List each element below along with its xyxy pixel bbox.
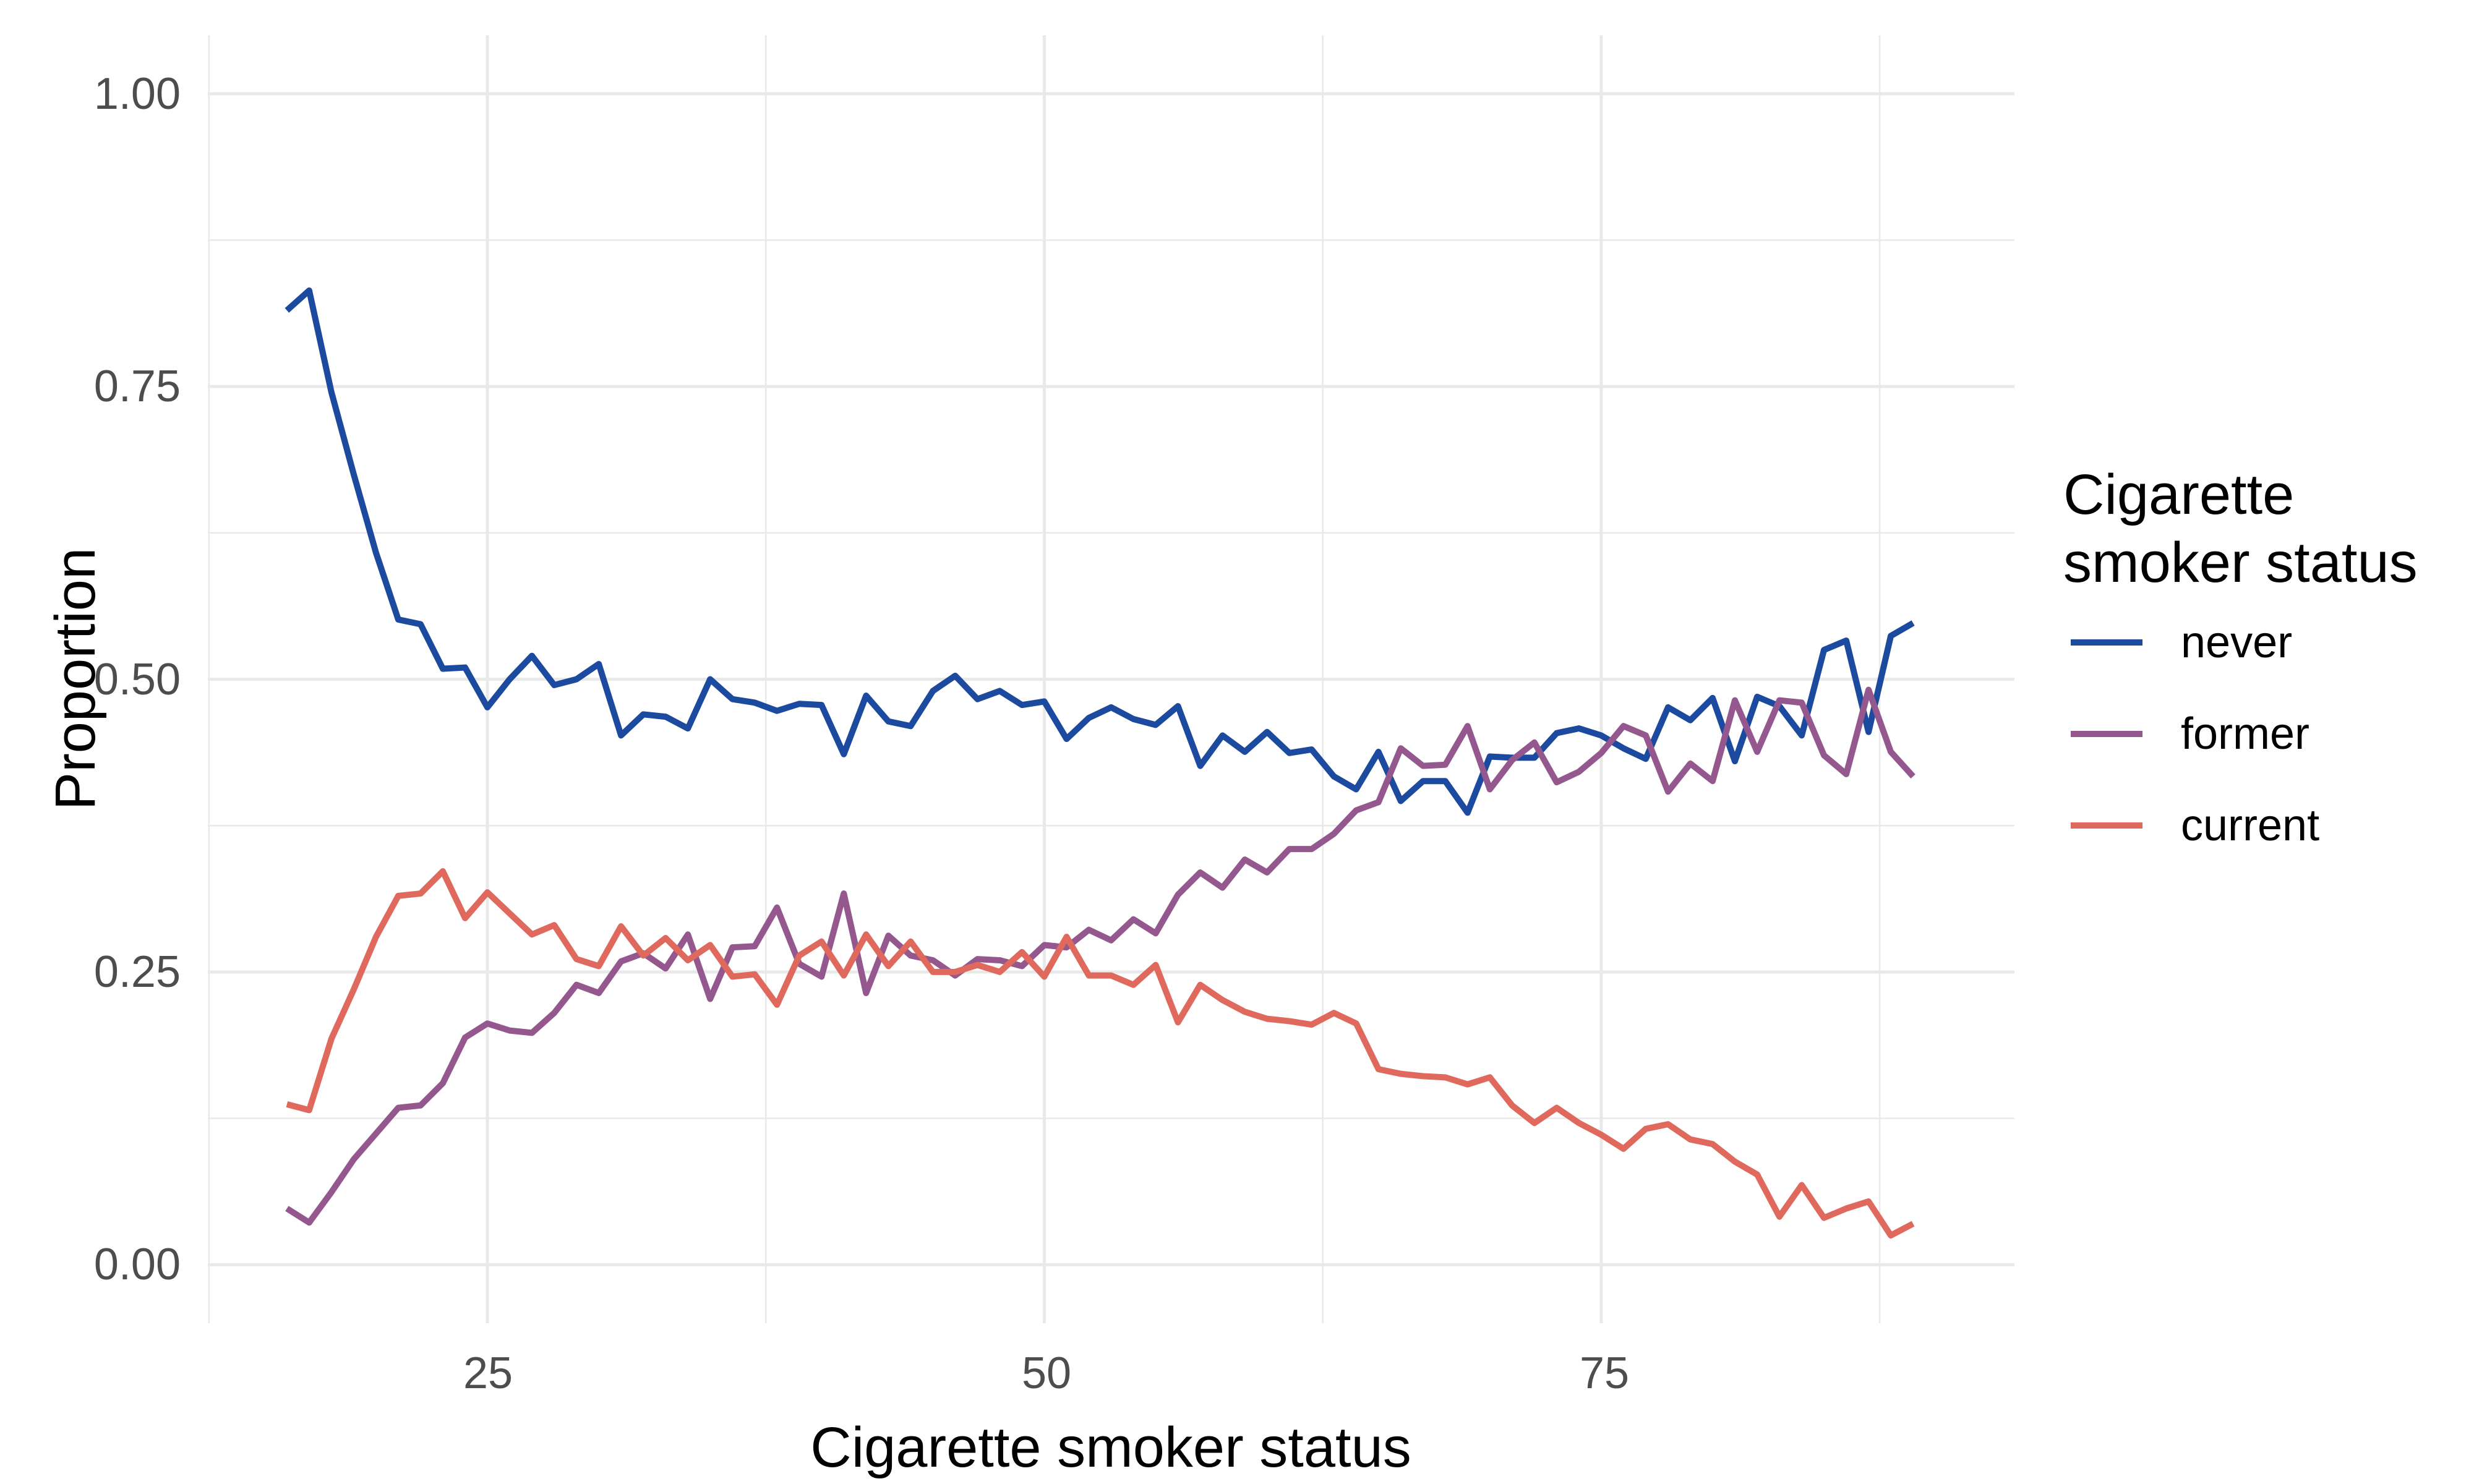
legend: Cigarette smoker status never former cur… bbox=[2063, 461, 2472, 871]
series-line-former bbox=[285, 686, 1915, 1226]
legend-item-former: former bbox=[2063, 688, 2472, 780]
legend-item-label: former bbox=[2181, 709, 2310, 759]
y-tick-label: 0.50 bbox=[93, 655, 181, 704]
y-axis-title: Proportion bbox=[44, 547, 107, 811]
legend-title: Cigarette smoker status bbox=[2063, 463, 2418, 594]
series-line-current bbox=[286, 868, 1915, 1239]
legend-key bbox=[2071, 731, 2142, 737]
x-tick-label: 25 bbox=[463, 1349, 513, 1398]
legend-item-label: never bbox=[2181, 618, 2293, 667]
legend-key bbox=[2071, 639, 2142, 646]
x-tick-label: 75 bbox=[1579, 1349, 1630, 1398]
y-tick-label: 0.75 bbox=[93, 362, 181, 411]
x-tick-label: 50 bbox=[1021, 1349, 1072, 1398]
y-tick-label: 0.25 bbox=[93, 947, 181, 997]
legend-item-label: current bbox=[2181, 801, 2320, 850]
legend-item-current: current bbox=[2063, 780, 2472, 871]
series-line-never bbox=[285, 287, 1915, 816]
legend-item-never: never bbox=[2063, 597, 2472, 688]
y-tick-label: 1.00 bbox=[93, 69, 181, 119]
legend-key bbox=[2071, 822, 2142, 829]
x-axis-title: Cigarette smoker status bbox=[810, 1416, 1411, 1479]
y-tick-label: 0.00 bbox=[93, 1240, 181, 1289]
